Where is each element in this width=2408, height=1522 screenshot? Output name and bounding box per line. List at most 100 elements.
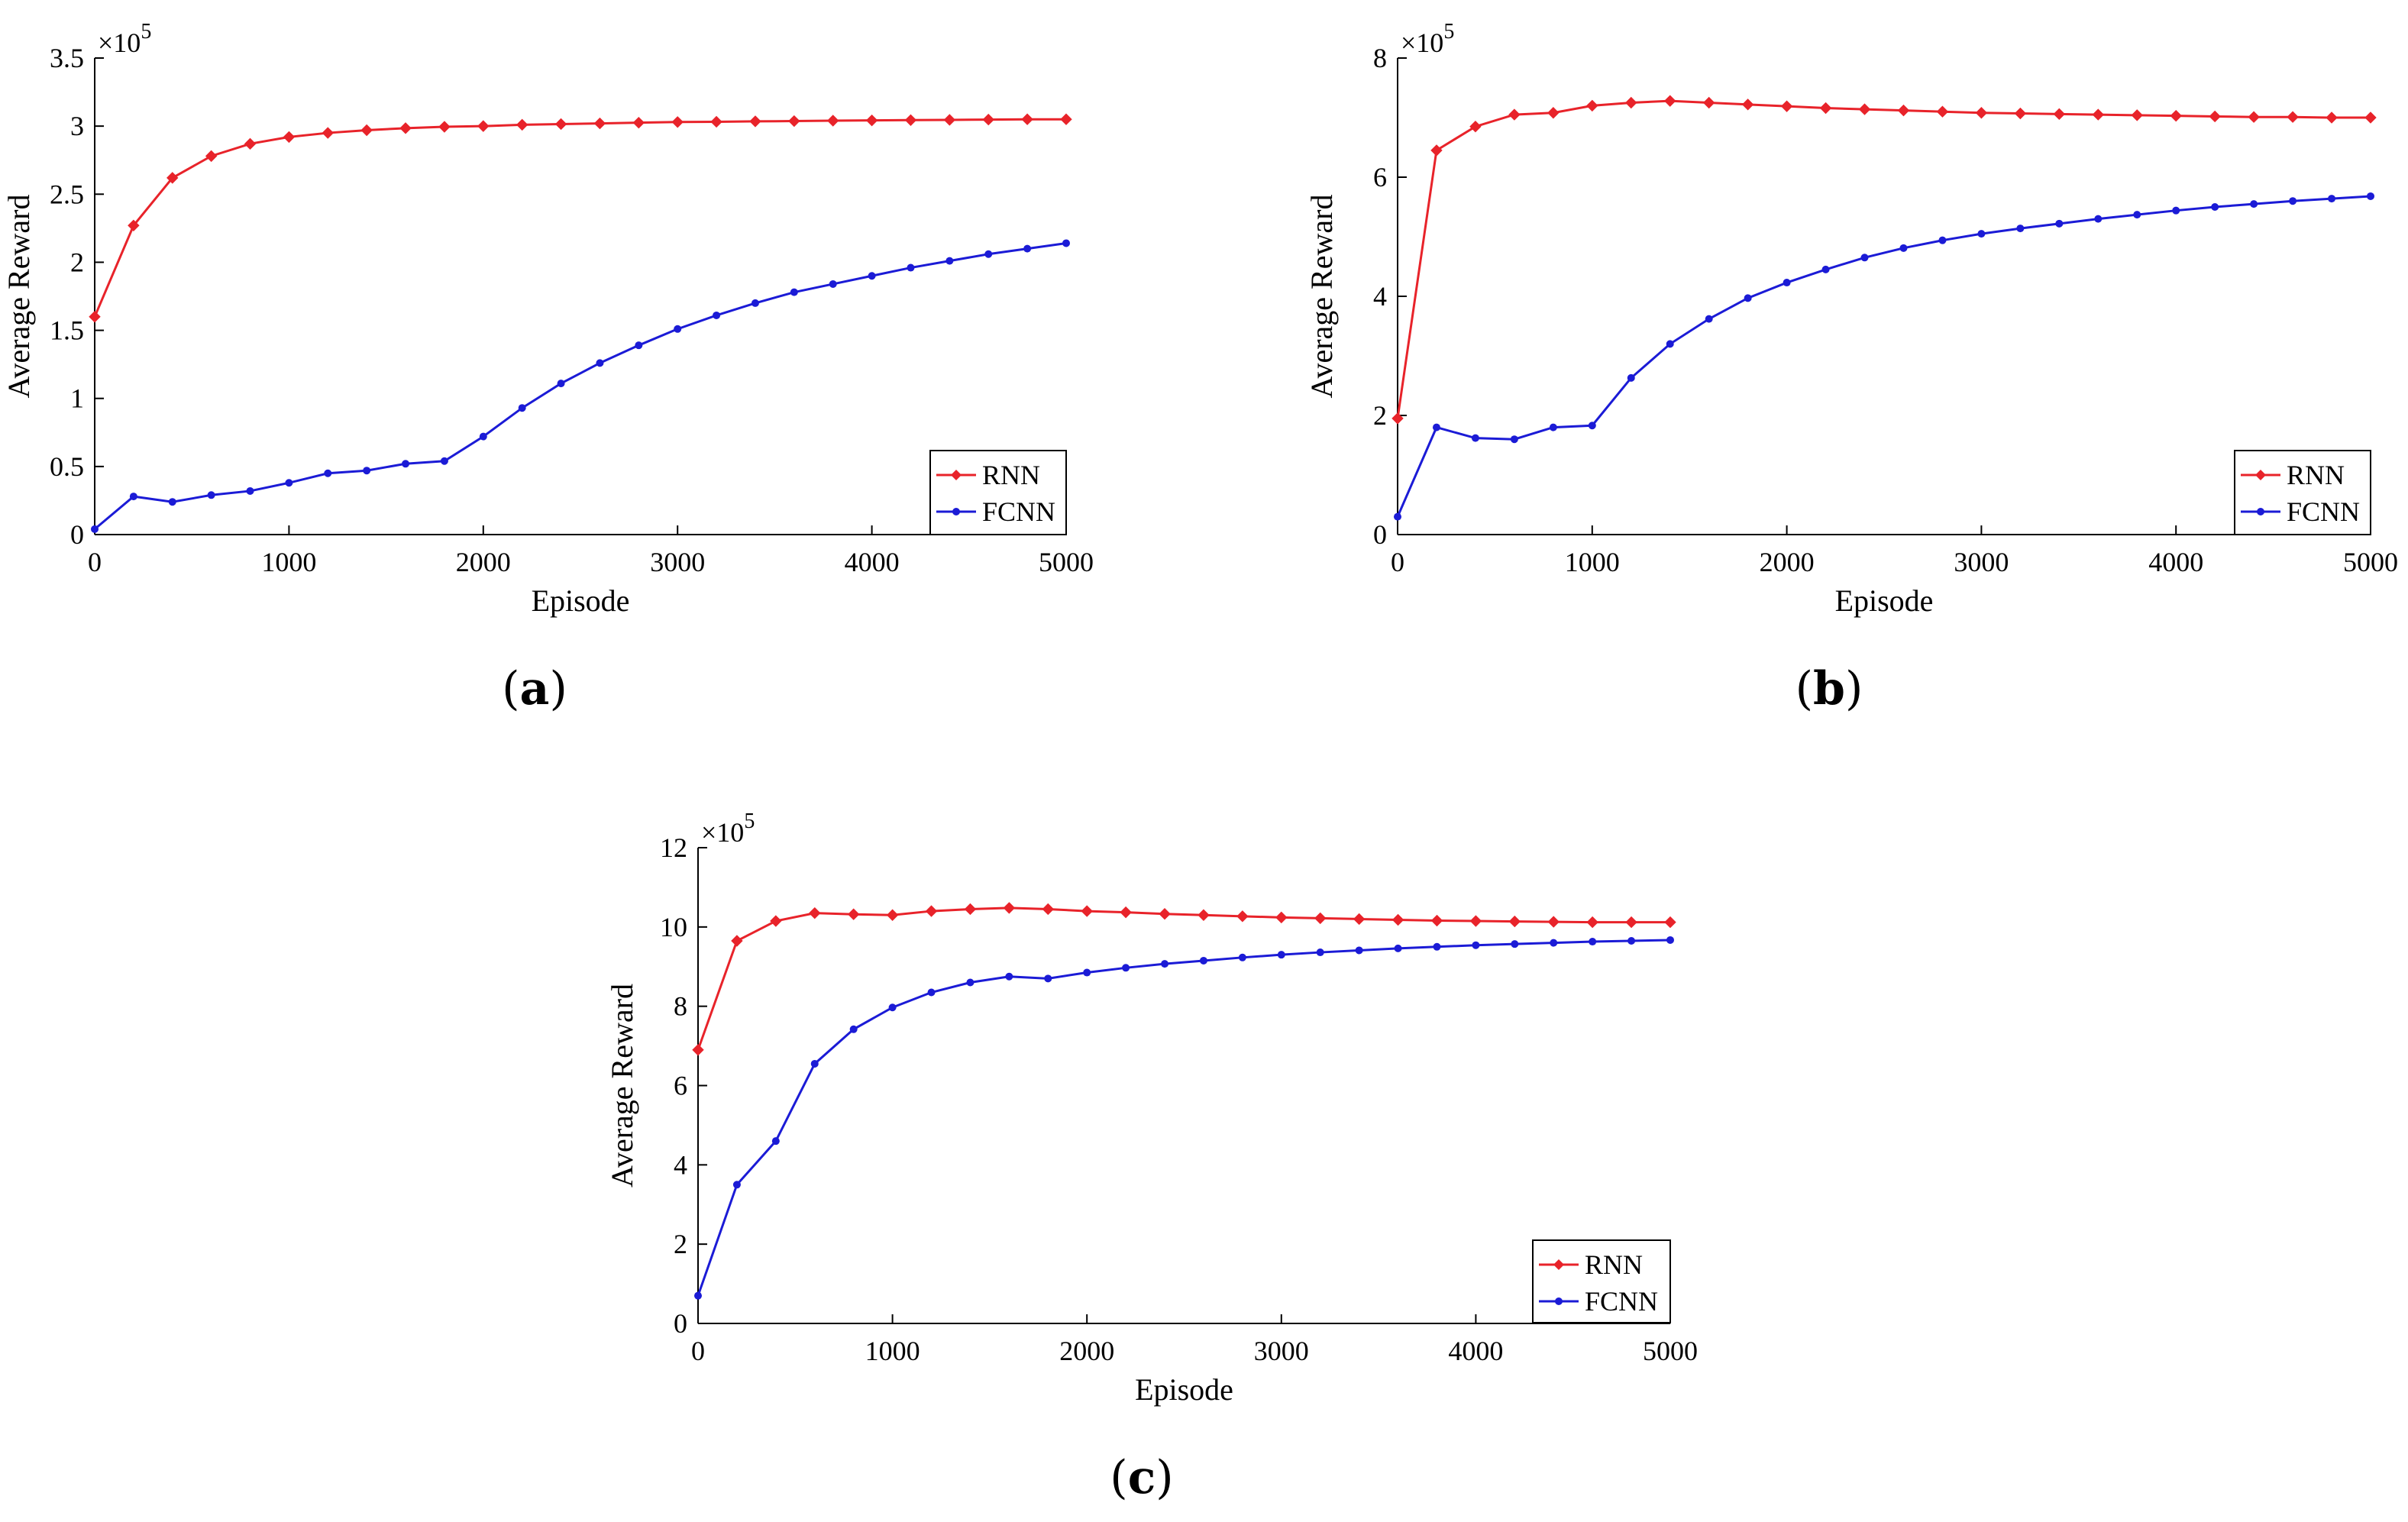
panel-b-rnn-point — [2092, 108, 2104, 121]
panel-b-rnn-point — [1547, 107, 1560, 119]
panel-a-exponent-label: ×105 — [98, 20, 151, 58]
panel-a-x-tick-label: 1000 — [261, 547, 316, 577]
panel-a-rnn-point — [399, 122, 412, 134]
panel-a-x-axis-title: Episode — [532, 583, 630, 618]
panel-b-caption-letter: b — [1813, 662, 1845, 716]
panel-b-fcnn-point — [1394, 512, 1401, 521]
panel-b-fcnn-point — [2094, 215, 2103, 223]
panel-c-rnn-point — [925, 905, 938, 917]
panel-c-fcnn-point — [732, 1181, 741, 1189]
panel-a-rnn-point — [788, 115, 800, 128]
panel-b-x-tick-label: 0 — [1391, 547, 1404, 577]
panel-c-fcnn-point — [1122, 964, 1130, 972]
panel-b-rnn-point — [2053, 108, 2066, 121]
panel-c-fcnn-point — [1005, 972, 1013, 981]
panel-a-fcnn-point — [945, 257, 954, 265]
panel-c-rnn-point — [1508, 915, 1521, 928]
panel-c-x-tick-label: 4000 — [1448, 1336, 1503, 1366]
panel-b-rnn-point — [2326, 111, 2338, 124]
panel-a-rnn-point — [438, 121, 451, 133]
panel-a-fcnn-point — [674, 325, 682, 333]
panel-c-x-axis-title: Episode — [1135, 1372, 1233, 1407]
panel-a-fcnn-point — [363, 467, 371, 475]
panel-b-y-tick-label: 2 — [1373, 400, 1387, 431]
panel-b-fcnn-point — [1627, 373, 1635, 382]
panel-b-legend: RNN FCNN — [2234, 450, 2371, 535]
panel-c-fcnn-point — [771, 1137, 780, 1146]
panel-c-fcnn-point — [1161, 960, 1169, 968]
panel-a-rnn-point — [943, 114, 956, 126]
panel-b-fcnn-point — [2133, 211, 2141, 219]
panel-a-rnn-point — [904, 114, 917, 127]
panel-c-rnn-point — [731, 935, 743, 947]
panel-b-rnn-point — [1469, 120, 1482, 133]
panel-c-fcnn-point — [1277, 951, 1285, 959]
panel-b-rnn-point — [1741, 99, 1754, 111]
panel-b-legend-box — [2234, 450, 2371, 535]
panel-c-y-axis-title: Average Reward — [605, 984, 639, 1188]
panel-c-rnn-point — [1275, 911, 1288, 924]
panel-a-y-tick-label: 3.5 — [50, 43, 84, 73]
panel-a-y-axis-title: Average Reward — [2, 195, 36, 399]
panel-b-fcnn-point — [1938, 236, 1947, 244]
panel-b-x-tick-label: 4000 — [2148, 547, 2203, 577]
panel-c-fcnn-line — [697, 939, 1671, 1297]
panel-a-fcnn-point — [285, 479, 293, 487]
panel-c-rnn-point — [1664, 916, 1676, 929]
panel-a-rnn-point — [360, 124, 373, 137]
panel-a-fcnn-point — [518, 404, 526, 412]
panel-b-rnn-point — [2170, 109, 2182, 122]
panel-a-fcnn-point — [557, 380, 565, 388]
panel-a-y-tick-label: 0 — [70, 519, 84, 550]
panel-b-caption: (b) — [1795, 662, 1863, 716]
panel-c-fcnn-point — [1044, 974, 1052, 983]
panel-b-fcnn-line — [1396, 195, 2371, 518]
panel-c-rnn-point — [1625, 916, 1637, 929]
panel-b-y-tick-label: 8 — [1373, 43, 1387, 73]
panel-a-rnn-point — [1021, 113, 1033, 125]
panel-a-fcnn-point — [440, 457, 448, 465]
panel-a-fcnn-point — [1023, 244, 1032, 253]
panel-a-rnn-point — [827, 115, 839, 127]
panel-a-rnn-point — [128, 219, 140, 231]
panel-a-rnn-point — [516, 118, 528, 131]
panel-c-rnn-point — [1236, 910, 1249, 923]
panel-a-caption-close: ) — [549, 662, 567, 716]
panel-a-rnn-point — [477, 120, 490, 132]
panel-a-caption: (a) — [502, 662, 567, 716]
panel-a-fcnn-point — [324, 469, 332, 477]
panel-b-fcnn-point — [2016, 225, 2025, 233]
panel-b-exponent-power: 5 — [1443, 20, 1454, 44]
panel-b-fcnn-point — [1860, 254, 1869, 262]
panel-a-rnn-point — [554, 118, 567, 131]
panel-a-fcnn-point — [790, 288, 798, 296]
panel-c-x-tick-label: 5000 — [1643, 1336, 1698, 1366]
panel-c-chart: 0 1000 2000 3000 4000 5000 0 2 4 6 8 10 12 ×105 Episod… — [605, 809, 1698, 1504]
panel-a-y-tick-label: 0.5 — [50, 451, 84, 482]
panel-b-chart: 0 1000 2000 3000 4000 5000 0 2 4 6 8 ×105 Episode Ave… — [1304, 20, 2398, 716]
panel-c-fcnn-point — [1627, 937, 1636, 945]
panel-b-rnn-point — [1819, 102, 1832, 115]
panel-a-fcnn-point — [907, 263, 915, 272]
panel-b-legend-rnn-marker — [2255, 470, 2266, 480]
panel-c-fcnn-point — [1355, 946, 1363, 955]
panel-c-rnn-point — [1159, 907, 1171, 920]
panel-c-rnn-point — [1081, 905, 1093, 917]
panel-b-fcnn-point — [1666, 340, 1674, 348]
panel-a-fcnn-point — [168, 498, 176, 506]
panel-b-rnn-point — [1897, 104, 1910, 117]
panel-a-x-tick-label: 2000 — [456, 547, 511, 577]
panel-b-fcnn-point — [1899, 244, 1908, 252]
panel-b-exponent-label: ×105 — [1401, 20, 1454, 58]
panel-c-legend-box — [1532, 1239, 1671, 1323]
panel-c-fcnn-point — [927, 988, 936, 997]
panel-c-fcnn-point — [1666, 935, 1674, 944]
panel-a-y-tick-label: 1.5 — [50, 315, 84, 346]
panel-b-x-tick-label: 3000 — [1954, 547, 2009, 577]
panel-a-fcnn-point — [1062, 239, 1070, 247]
panel-a-rnn-point — [244, 137, 257, 150]
panel-b-y-tick-label: 0 — [1373, 519, 1387, 550]
panel-c-caption-close: ) — [1156, 1451, 1173, 1504]
panel-b-rnn-point — [1664, 95, 1676, 107]
panel-a-fcnn-point — [129, 493, 137, 501]
